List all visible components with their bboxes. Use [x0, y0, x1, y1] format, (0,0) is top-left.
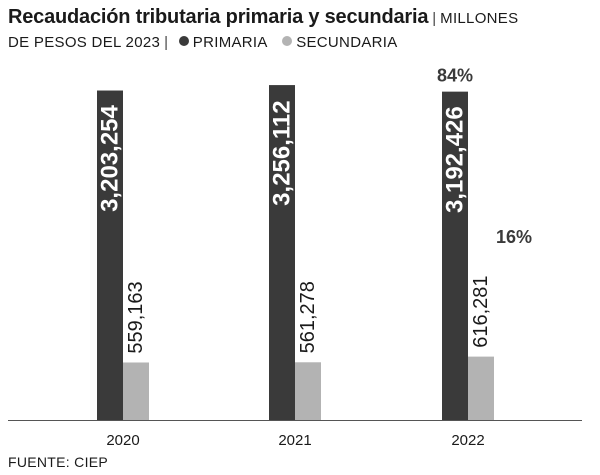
bar-primaria-2021 — [269, 85, 295, 420]
title-separator: | — [432, 10, 437, 27]
bar-chart: 3,203,254 559,163 2020 3,256,112 561,278 2021… — [8, 66, 582, 449]
chart-subtitle-part1: MILLONES — [440, 10, 519, 27]
legend-dot-primaria-icon — [178, 36, 189, 46]
source-note: FUENTE: CIEP — [8, 454, 109, 470]
data-label-secundaria-2020: 559,163 — [125, 281, 147, 353]
legend-item-secundaria: SECUNDARIA — [280, 34, 397, 51]
bar-secundaria-2020 — [123, 362, 149, 420]
bar-primaria-2022 — [442, 91, 468, 421]
legend-label-primaria: PRIMARIA — [192, 34, 268, 51]
chart-title: Recaudación tributaria primaria y secund… — [8, 6, 429, 28]
chart-subtitle-part2: DE PESOS DEL 2023 — [8, 34, 161, 51]
bar-secundaria-2021 — [295, 362, 321, 420]
data-label-primaria-2020: 3,203,254 — [97, 104, 124, 211]
x-tick-label-2021: 2021 — [278, 432, 311, 449]
data-label-primaria-2022: 3,192,426 — [442, 106, 469, 213]
x-tick-label-2022: 2022 — [451, 432, 484, 449]
chart-header: Recaudación tributaria primaria y secund… — [8, 6, 593, 51]
bar-secundaria-2022 — [468, 356, 494, 420]
bar-primaria-2020 — [97, 90, 123, 420]
legend-separator: | — [164, 34, 169, 51]
data-label-primaria-2021: 3,256,112 — [269, 100, 296, 205]
data-label-secundaria-2021: 561,278 — [297, 281, 319, 353]
legend-dot-secundaria-icon — [282, 36, 293, 46]
legend-item-primaria: PRIMARIA — [177, 34, 268, 51]
data-label-secundaria-2022: 616,281 — [470, 275, 492, 347]
x-tick-label-2020: 2020 — [106, 432, 139, 449]
annotation-secundaria-2022: 16% — [496, 227, 532, 247]
annotation-primaria-2022: 84% — [437, 66, 473, 86]
legend-label-secundaria: SECUNDARIA — [296, 34, 398, 51]
